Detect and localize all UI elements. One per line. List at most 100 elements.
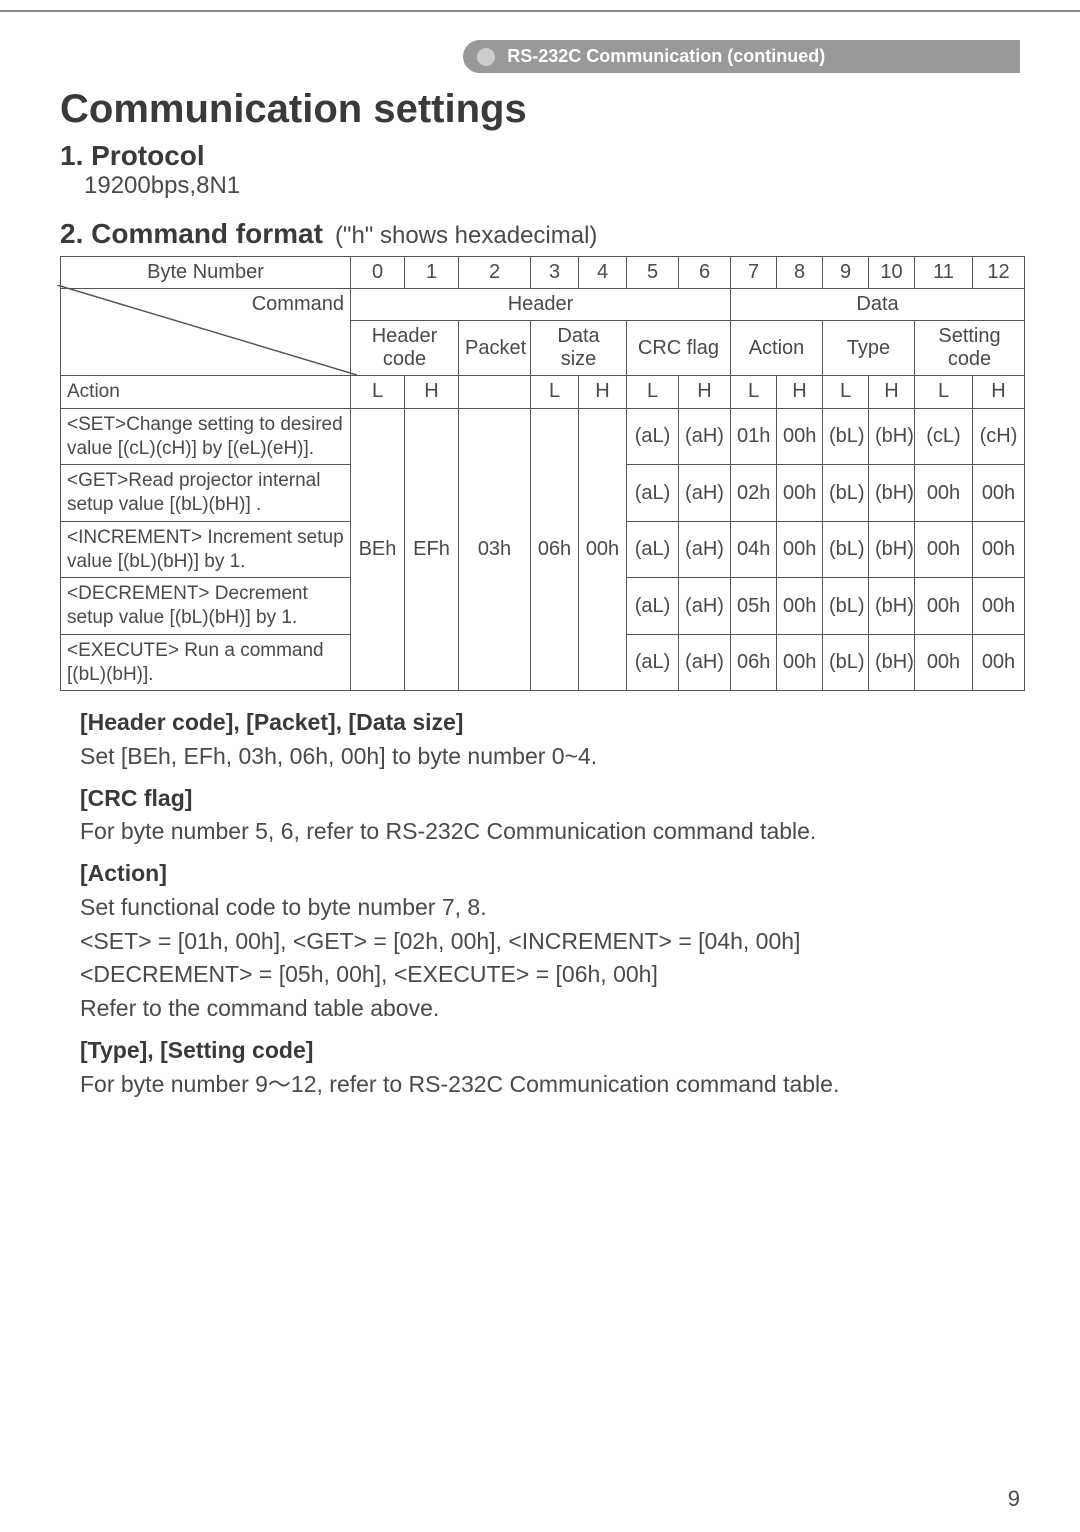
cell: 06h (731, 634, 777, 691)
cell: 00h (973, 465, 1025, 522)
lh: H (405, 376, 459, 409)
section-header-text: RS-232C Communication (continued) (507, 46, 825, 67)
cell: 00h (973, 521, 1025, 578)
cell: 00h (777, 465, 823, 522)
lh-blank (459, 376, 531, 409)
lh: H (973, 376, 1025, 409)
lh: L (731, 376, 777, 409)
cell: (aL) (627, 465, 679, 522)
byte-num: 9 (823, 257, 869, 289)
cell: (bH) (869, 634, 915, 691)
note-label: [Type], [Setting code] (80, 1035, 1020, 1067)
group-crc-flag: CRC flag (627, 321, 731, 376)
cell: 00h (973, 578, 1025, 635)
cell: (cL) (915, 408, 973, 465)
group-packet: Packet (459, 321, 531, 376)
byte-num: 10 (869, 257, 915, 289)
page-title: Communication settings (60, 87, 1020, 132)
protocol-heading: 1. Protocol (60, 140, 1020, 172)
shared-packet: 03h (459, 408, 531, 691)
cell: (aL) (627, 578, 679, 635)
cell: (aH) (679, 465, 731, 522)
byte-num: 3 (531, 257, 579, 289)
diagonal-line-icon (57, 285, 357, 375)
lh: L (351, 376, 405, 409)
cell: (bL) (823, 408, 869, 465)
command-diagonal-cell: Command (61, 289, 351, 376)
group-data-size: Data size (531, 321, 627, 376)
note-text: For byte number 5, 6, refer to RS-232C C… (80, 816, 1020, 848)
notes-section: [Header code], [Packet], [Data size] Set… (60, 707, 1020, 1100)
cell: 04h (731, 521, 777, 578)
byte-number-label: Byte Number (61, 257, 351, 289)
group-header-code: Header code (351, 321, 459, 376)
lh: L (823, 376, 869, 409)
cell: (bL) (823, 521, 869, 578)
cell: 01h (731, 408, 777, 465)
page-number: 9 (1008, 1486, 1020, 1512)
action-desc: <GET>Read projector internal setup value… (61, 465, 351, 522)
byte-num: 6 (679, 257, 731, 289)
cell: 00h (973, 634, 1025, 691)
cell: (bH) (869, 465, 915, 522)
byte-num: 0 (351, 257, 405, 289)
section-header-band: RS-232C Communication (continued) (463, 40, 1020, 73)
byte-num: 12 (973, 257, 1025, 289)
shared-ds-h: 00h (579, 408, 627, 691)
command-format-hint: ("h" shows hexadecimal) (335, 222, 597, 250)
group-setting-code: Setting code (915, 321, 1025, 376)
cell: (aH) (679, 408, 731, 465)
action-desc: <INCREMENT> Increment setup value [(bL)(… (61, 521, 351, 578)
band-bullet-icon (477, 48, 495, 66)
byte-num: 2 (459, 257, 531, 289)
action-desc: <DECREMENT> Decrement setup value [(bL)(… (61, 578, 351, 635)
protocol-value: 19200bps,8N1 (84, 172, 1020, 200)
cell: 00h (777, 521, 823, 578)
action-desc: <SET>Change setting to desired value [(c… (61, 408, 351, 465)
table-row: <SET>Change setting to desired value [(c… (61, 408, 1025, 465)
note-text: Set functional code to byte number 7, 8. (80, 892, 1020, 924)
shared-ds-l: 06h (531, 408, 579, 691)
cell: 00h (915, 521, 973, 578)
table-row-byte-numbers: Byte Number 0 1 2 3 4 5 6 7 8 9 10 11 12 (61, 257, 1025, 289)
cell: (aL) (627, 408, 679, 465)
lh: H (579, 376, 627, 409)
lh: H (777, 376, 823, 409)
note-label: [Header code], [Packet], [Data size] (80, 707, 1020, 739)
note-text: Set [BEh, EFh, 03h, 06h, 00h] to byte nu… (80, 741, 1020, 773)
table-row-command: Command Header Data (61, 289, 1025, 321)
header-label: Header (351, 289, 731, 321)
cell: 00h (777, 634, 823, 691)
cell: (aH) (679, 521, 731, 578)
cell: 00h (915, 578, 973, 635)
group-type: Type (823, 321, 915, 376)
cell: 00h (915, 465, 973, 522)
lh: H (679, 376, 731, 409)
cell: (bL) (823, 578, 869, 635)
cell: (aH) (679, 634, 731, 691)
byte-num: 4 (579, 257, 627, 289)
lh: L (627, 376, 679, 409)
byte-num: 1 (405, 257, 459, 289)
note-text: For byte number 9～12, refer to RS-232C C… (80, 1069, 1020, 1101)
byte-num: 7 (731, 257, 777, 289)
note-text: <DECREMENT> = [05h, 00h], <EXECUTE> = [0… (80, 959, 1020, 991)
cell: (aL) (627, 521, 679, 578)
cell: (aH) (679, 578, 731, 635)
lh: H (869, 376, 915, 409)
note-text: <SET> = [01h, 00h], <GET> = [02h, 00h], … (80, 926, 1020, 958)
cell: (bH) (869, 408, 915, 465)
table-row-lh: Action L H L H L H L H L H L H (61, 376, 1025, 409)
top-border (0, 10, 1080, 12)
cell: 00h (915, 634, 973, 691)
cell: 00h (777, 408, 823, 465)
cell: 02h (731, 465, 777, 522)
data-label: Data (731, 289, 1025, 321)
command-format-heading: 2. Command format (60, 218, 323, 250)
lh: L (915, 376, 973, 409)
lh: L (531, 376, 579, 409)
cell: (cH) (973, 408, 1025, 465)
note-label: [Action] (80, 858, 1020, 890)
byte-num: 11 (915, 257, 973, 289)
cell: (bH) (869, 578, 915, 635)
